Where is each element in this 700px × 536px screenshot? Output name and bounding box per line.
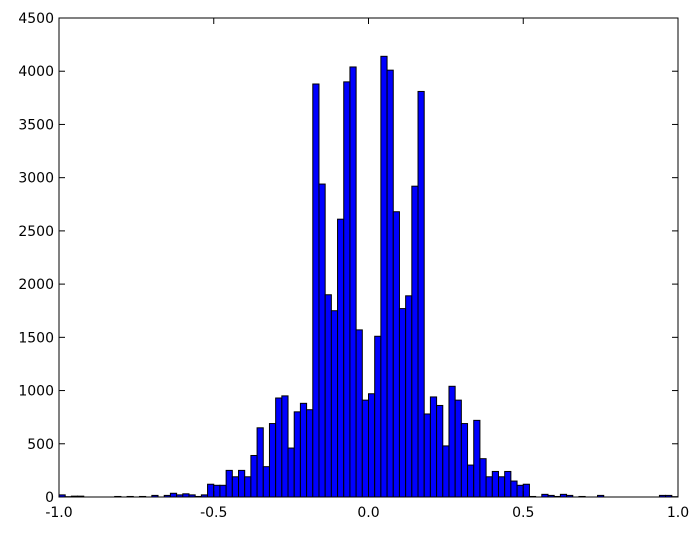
histogram-bar <box>214 485 220 497</box>
histogram-bar <box>350 67 356 497</box>
y-tick-label: 1000 <box>18 384 54 400</box>
histogram-bar <box>492 471 498 497</box>
histogram-bar <box>325 295 331 497</box>
histogram-bar <box>437 405 443 497</box>
histogram-bar <box>362 400 368 497</box>
histogram-bar <box>511 481 517 497</box>
histogram-bar <box>498 477 504 497</box>
y-tick-label: 1500 <box>18 330 54 346</box>
histogram-bar <box>430 397 436 497</box>
histogram-bar <box>319 184 325 497</box>
histogram-bar <box>307 410 313 497</box>
histogram-bar <box>170 493 176 497</box>
x-tick-label: 1.0 <box>667 505 689 521</box>
histogram-bar <box>449 386 455 497</box>
histogram-bar <box>399 309 405 497</box>
histogram-bar <box>208 484 214 497</box>
histogram-bar <box>406 296 412 497</box>
histogram-bar <box>232 477 238 497</box>
histogram-bar <box>412 186 418 497</box>
y-tick-label: 3000 <box>18 171 54 187</box>
histogram-bar <box>381 56 387 497</box>
histogram-bar <box>300 403 306 497</box>
histogram-bar <box>480 459 486 497</box>
histogram-bar <box>331 311 337 497</box>
histogram-bar <box>239 470 245 497</box>
bars-group <box>59 56 678 497</box>
histogram-bar <box>288 448 294 497</box>
histogram-bar <box>461 424 467 497</box>
histogram-bar <box>393 212 399 497</box>
y-tick-label: 2000 <box>18 277 54 293</box>
y-tick-label: 0 <box>45 490 54 506</box>
histogram-bar <box>387 70 393 497</box>
histogram-bar <box>282 396 288 497</box>
x-tick-label: 0.5 <box>512 505 534 521</box>
y-tick-label: 4500 <box>18 11 54 27</box>
histogram-bar <box>313 84 319 497</box>
y-tick-label: 500 <box>27 437 54 453</box>
histogram-bar <box>226 470 232 497</box>
histogram-bar <box>220 485 226 497</box>
histogram-bar <box>468 465 474 497</box>
histogram-bar <box>344 82 350 497</box>
x-tick-label: 0.0 <box>357 505 379 521</box>
histogram-bar <box>486 477 492 497</box>
histogram-bar <box>424 414 430 497</box>
histogram-bar <box>263 467 269 497</box>
y-tick-label: 2500 <box>18 224 54 240</box>
histogram-bar <box>375 336 381 497</box>
histogram-bar <box>294 412 300 497</box>
histogram-bar <box>523 484 529 497</box>
histogram-bar <box>245 477 251 497</box>
y-tick-label: 3500 <box>18 117 54 133</box>
histogram-bar <box>369 394 375 497</box>
histogram-bar <box>257 428 263 497</box>
histogram-bar <box>251 455 257 497</box>
histogram-bar <box>269 424 275 497</box>
histogram-bar <box>505 471 511 497</box>
histogram-bar <box>338 219 344 497</box>
histogram-bar <box>517 485 523 497</box>
histogram-bar <box>443 446 449 497</box>
histogram-bar <box>276 398 282 497</box>
histogram-bar <box>356 330 362 497</box>
histogram-bar <box>455 400 461 497</box>
histogram-bar <box>474 420 480 497</box>
x-tick-label: -1.0 <box>45 505 72 521</box>
histogram-bar <box>418 91 424 497</box>
y-tick-label: 4000 <box>18 64 54 80</box>
x-tick-label: -0.5 <box>200 505 227 521</box>
